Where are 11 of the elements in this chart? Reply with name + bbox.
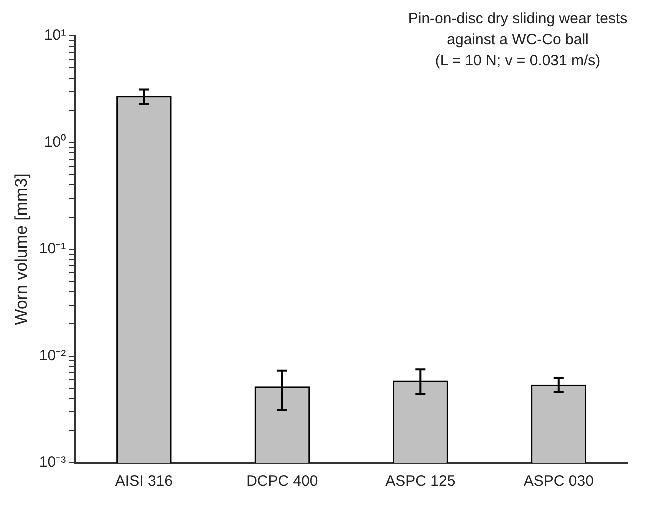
y-tick-label: 10⁻²	[39, 347, 66, 364]
x-tick-label: DCPC 400	[246, 473, 318, 490]
x-tick-label: AISI 316	[115, 473, 173, 490]
y-tick-label: 10¹	[44, 27, 66, 44]
y-tick-label: 10⁰	[44, 134, 66, 151]
x-tick-label: ASPC 125	[386, 473, 456, 490]
y-tick-label: 10⁻³	[39, 454, 66, 472]
chart-title: Pin-on-disc dry sliding wear tests against a WC-Co ball (L = 10 N; v = 0.031 m/s)	[408, 10, 628, 70]
y-tick-label: 10⁻¹	[39, 240, 66, 258]
x-tick-label: ASPC 030	[524, 473, 594, 490]
y-axis-title: Worn volume [mm3]	[12, 174, 31, 326]
